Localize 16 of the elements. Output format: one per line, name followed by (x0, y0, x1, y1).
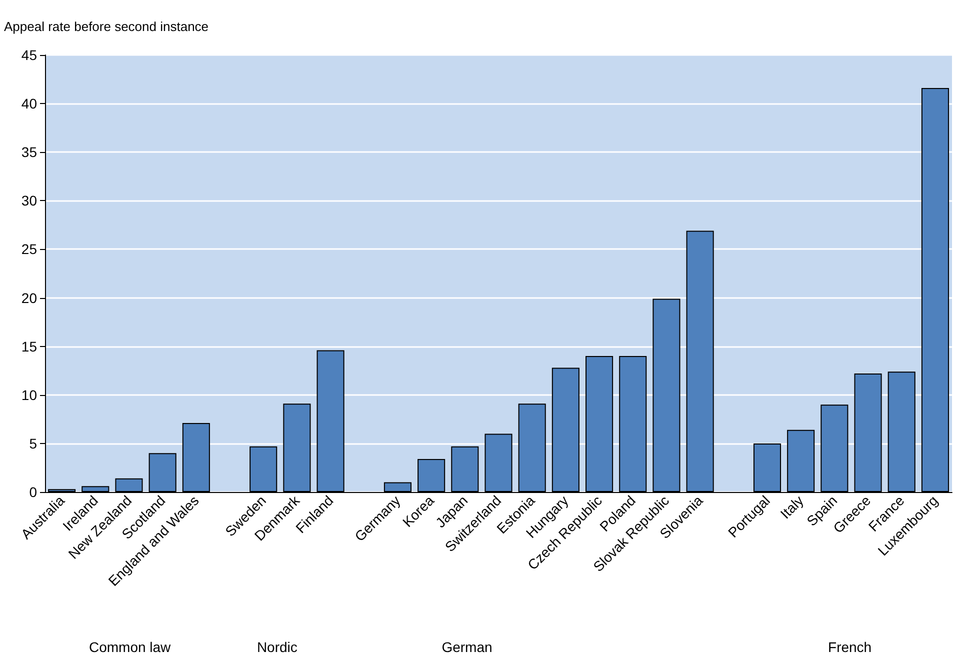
y-tick-label: 15 (21, 338, 38, 354)
y-tick-label: 35 (21, 144, 38, 160)
y-axis-title: Appeal rate before second instance (4, 19, 209, 34)
text: Common law (88, 639, 172, 655)
y-tick-label: 5 (29, 435, 38, 452)
text: Nordic (256, 639, 298, 655)
y-tick-label: 30 (21, 192, 38, 209)
y-tick-label: 0 (29, 484, 38, 500)
y-tick-label: 45 (21, 47, 38, 63)
text: French (828, 639, 872, 655)
y-tick-label: 10 (21, 386, 38, 403)
x-tick-label: Italy (777, 492, 806, 522)
y-tick-label: 25 (21, 241, 38, 258)
text: German (442, 639, 492, 655)
y-tick-label: 40 (21, 96, 38, 112)
y-tick-label: 20 (21, 290, 38, 306)
